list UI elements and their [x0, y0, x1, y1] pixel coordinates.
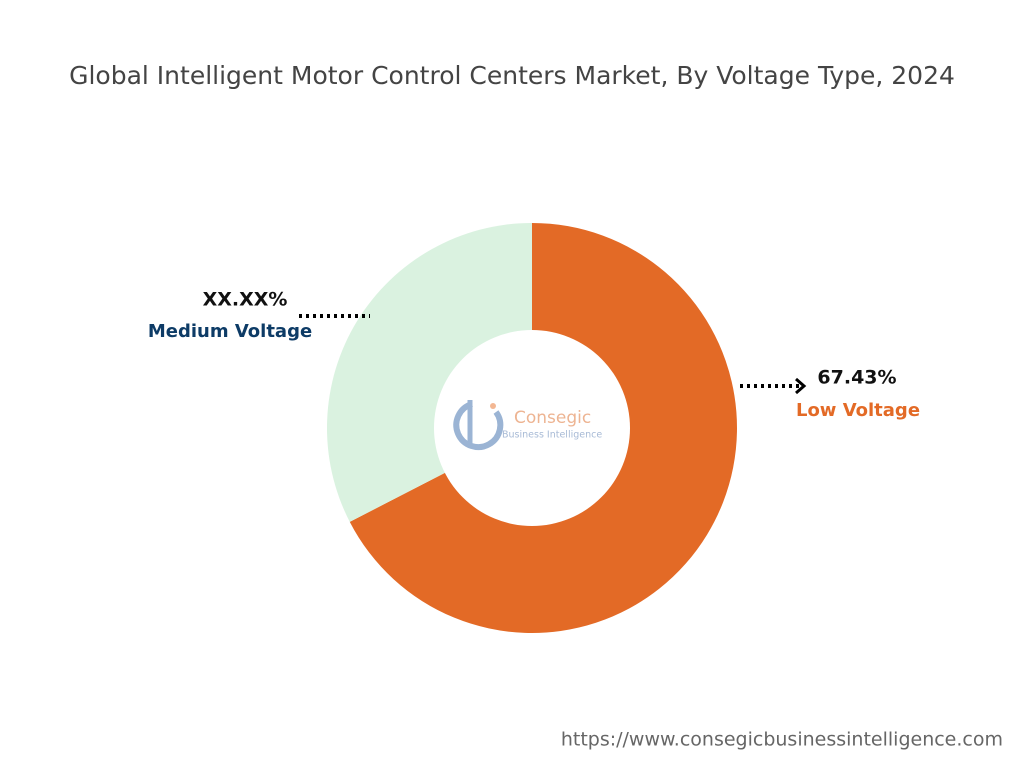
- watermark: Consegic Business Intelligence: [453, 400, 602, 451]
- category-label: Low Voltage: [796, 400, 920, 421]
- logo-dot: [490, 403, 496, 409]
- watermark-tagline: Business Intelligence: [502, 430, 602, 441]
- value-label: XX.XX%: [203, 289, 288, 311]
- watermark-name: Consegic: [514, 408, 591, 428]
- source-url: https://www.consegicbusinessintelligence…: [561, 729, 1003, 751]
- donut-hole: [434, 330, 630, 526]
- category-label: Medium Voltage: [148, 321, 312, 342]
- logo-ring: [453, 401, 504, 451]
- value-label: 67.43%: [817, 367, 896, 389]
- leader-arrow: [795, 377, 807, 395]
- chart-title: Global Intelligent Motor Control Centers…: [69, 61, 955, 90]
- leaders: [299, 314, 807, 395]
